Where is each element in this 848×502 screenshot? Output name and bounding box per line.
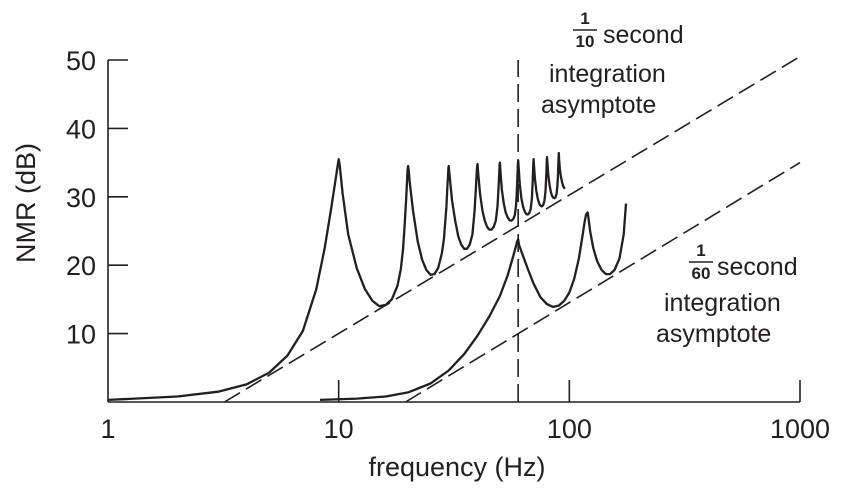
- annotation-line-2: integration: [549, 60, 666, 88]
- annotation-line-2: integration: [664, 289, 781, 317]
- annotation-tenth-second: 1 10 second integration asymptote: [541, 9, 684, 119]
- y-tick-label: 40: [66, 114, 96, 144]
- x-tick-label: 10: [324, 414, 354, 444]
- fraction-numerator: 1: [696, 241, 705, 260]
- series-line-tenth-second: [107, 151, 566, 402]
- annotation-line-3: asymptote: [656, 320, 771, 348]
- annotation-line-1: second: [603, 21, 684, 49]
- curve-layer: [107, 151, 628, 402]
- series-line-sixtieth-second: [319, 203, 628, 402]
- y-axis-label: NMR (dB): [11, 143, 41, 263]
- x-tick-label: 1: [100, 414, 115, 444]
- axes: 1 10 100 1000 10 20 30 40 50: [66, 46, 830, 444]
- asymptote-line-tenth-second: [224, 55, 801, 403]
- y-tick-label: 20: [66, 251, 96, 281]
- fraction-denominator: 10: [576, 32, 595, 51]
- x-tick-label: 100: [547, 414, 592, 444]
- y-tick-label: 10: [66, 320, 96, 350]
- x-axis-label: frequency (Hz): [368, 452, 545, 482]
- annotation-sixtieth-second: 1 60 second integration asymptote: [656, 241, 798, 348]
- asymptote-line-sixtieth-second: [405, 161, 801, 403]
- annotation-line-3: asymptote: [541, 91, 656, 119]
- y-tick-label: 50: [66, 46, 96, 76]
- x-tick-label: 1000: [770, 414, 830, 444]
- asymptote-lines: [224, 55, 801, 403]
- annotation-line-1: second: [717, 253, 798, 281]
- fraction-numerator: 1: [580, 9, 589, 28]
- fraction-denominator: 60: [692, 264, 711, 283]
- y-tick-label: 30: [66, 183, 96, 213]
